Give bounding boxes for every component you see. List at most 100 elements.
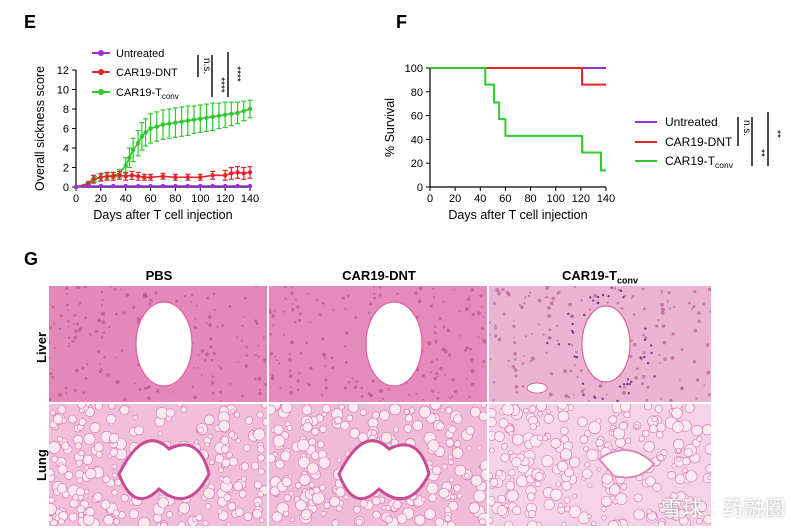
infiltrate	[596, 295, 600, 299]
y-tick-label: 2	[63, 163, 69, 175]
nucleus	[98, 370, 101, 373]
alveolus	[470, 474, 483, 487]
nucleus	[570, 344, 574, 347]
nucleus	[471, 362, 473, 364]
nucleus	[453, 288, 456, 291]
nucleus	[297, 388, 300, 391]
alveolus	[103, 514, 114, 526]
nucleus	[589, 308, 591, 311]
nucleus	[512, 319, 515, 322]
nucleus	[353, 385, 358, 390]
alveolus	[454, 440, 462, 448]
alveolus	[601, 514, 607, 521]
nucleus	[547, 314, 552, 318]
nucleus	[643, 307, 646, 311]
alveolus	[479, 518, 486, 526]
nucleus	[620, 306, 624, 310]
alveolus	[223, 493, 232, 502]
alveolus	[49, 441, 61, 454]
nucleus	[200, 349, 205, 353]
nucleus	[513, 351, 518, 356]
nucleus	[421, 373, 426, 378]
infiltrate	[643, 355, 646, 359]
nucleus	[515, 390, 519, 394]
alveolus	[658, 503, 664, 509]
nucleus	[378, 389, 383, 393]
nucleus	[269, 308, 272, 312]
alveolus	[445, 438, 455, 447]
nucleus	[489, 320, 491, 325]
alveolus	[56, 436, 64, 443]
alveolus	[468, 502, 480, 514]
nucleus	[103, 356, 107, 359]
nucleus	[49, 326, 53, 330]
alveolus	[464, 473, 470, 479]
alveolus	[221, 458, 231, 468]
alveolus	[537, 434, 544, 441]
nucleus	[354, 315, 358, 319]
nucleus	[297, 318, 302, 323]
nucleus	[367, 392, 371, 396]
liver-tconv-tile	[489, 286, 711, 402]
alveolus	[319, 484, 326, 492]
y-tick-label: 12	[57, 65, 69, 77]
nucleus	[322, 352, 326, 357]
data-point	[204, 115, 209, 120]
nucleus	[616, 301, 620, 305]
nucleus	[257, 376, 262, 381]
nucleus	[308, 366, 313, 371]
alveolus	[271, 511, 283, 523]
nucleus	[147, 396, 151, 401]
series-car19-t	[73, 99, 253, 190]
nucleus	[291, 303, 294, 306]
survival-curve-car19-t	[430, 67, 606, 172]
nucleus	[144, 386, 148, 391]
alveolus	[504, 520, 514, 526]
alveolus	[77, 404, 86, 409]
nucleus	[255, 322, 259, 326]
nucleus	[270, 376, 275, 381]
nucleus	[237, 361, 240, 363]
alveolus	[676, 456, 682, 462]
alveolus	[57, 464, 68, 475]
nucleus	[212, 391, 215, 395]
alveolus	[424, 508, 436, 520]
nucleus	[84, 316, 87, 320]
nucleus	[212, 292, 216, 296]
legend-label: Untreated	[116, 48, 164, 60]
nucleus	[678, 378, 681, 381]
alveolus	[74, 442, 83, 450]
nucleus	[236, 336, 239, 339]
alveolus	[564, 467, 574, 478]
x-tick-label: 20	[449, 193, 461, 205]
nucleus	[520, 305, 524, 310]
nucleus	[465, 378, 468, 380]
nucleus	[321, 394, 324, 397]
alveolus	[61, 441, 70, 451]
x-tick-label: 40	[474, 193, 486, 205]
nucleus	[341, 296, 345, 300]
infiltrate	[592, 299, 595, 302]
histology-images	[49, 286, 711, 526]
nucleus	[344, 307, 347, 310]
nucleus	[432, 295, 436, 299]
data-point	[148, 183, 153, 189]
y-tick-label: 40	[411, 134, 423, 146]
alveolus	[256, 445, 265, 454]
nucleus	[430, 360, 434, 364]
nucleus	[513, 357, 517, 361]
histology-col-pbs: PBS	[145, 268, 173, 283]
nucleus	[537, 323, 541, 326]
nucleus	[360, 386, 364, 390]
alveolus	[273, 424, 284, 435]
data-point	[247, 106, 253, 112]
alveolus	[638, 435, 645, 442]
alveolus	[253, 480, 263, 490]
alveolus	[132, 414, 138, 420]
nucleus	[216, 325, 219, 329]
nucleus	[629, 354, 633, 358]
infiltrate	[627, 392, 631, 395]
nucleus	[174, 299, 179, 303]
nucleus	[471, 312, 475, 317]
nucleus	[253, 377, 257, 381]
